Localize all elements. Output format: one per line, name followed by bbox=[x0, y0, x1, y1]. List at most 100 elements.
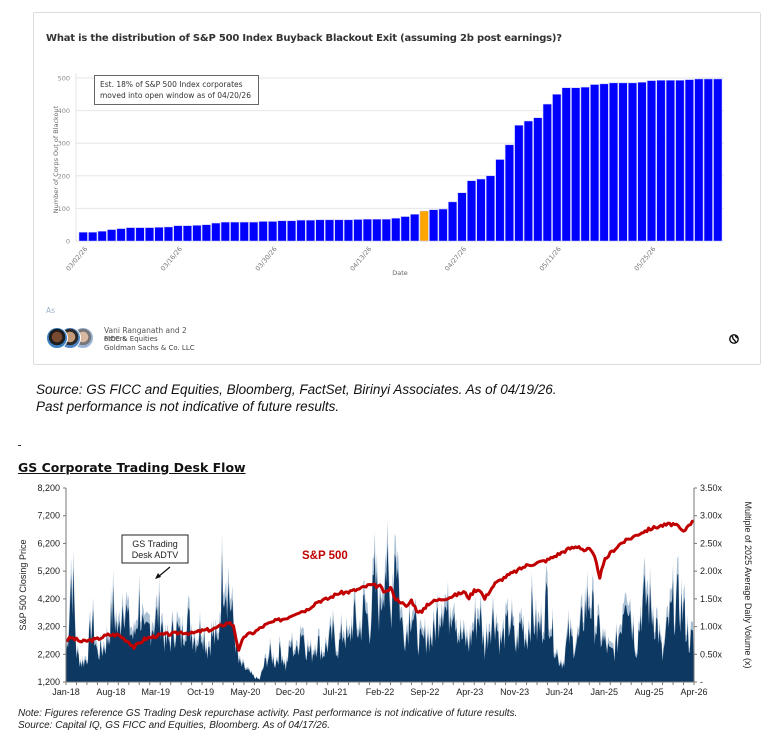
bar bbox=[116, 228, 126, 242]
x-tick-label: Jan-25 bbox=[591, 687, 619, 697]
chart-title: What is the distribution of S&P 500 Inde… bbox=[46, 33, 562, 44]
adtv-annotation-line-2: Desk ADTV bbox=[132, 550, 179, 560]
x-tick-label: 05/25/26 bbox=[633, 245, 658, 273]
source-line-1: Source: GS FICC and Equities, Bloomberg,… bbox=[36, 382, 557, 397]
source-note: Source: GS FICC and Equities, Bloomberg,… bbox=[36, 381, 557, 415]
y-tick-label: 2,200 bbox=[37, 649, 60, 659]
bar bbox=[296, 219, 306, 242]
bar bbox=[410, 214, 420, 242]
y-tick-label: 500 bbox=[58, 75, 70, 83]
bar bbox=[467, 180, 477, 242]
as-label: As bbox=[46, 306, 56, 315]
bar bbox=[324, 219, 334, 242]
x-tick-label: 04/13/26 bbox=[348, 245, 373, 273]
bar bbox=[485, 175, 495, 242]
y-axis-label: S&P 500 Closing Price bbox=[18, 540, 28, 631]
y2-tick-label: 3.00x bbox=[700, 511, 723, 521]
bar bbox=[277, 220, 287, 242]
x-tick-label: Nov-23 bbox=[500, 687, 529, 697]
bar bbox=[552, 94, 562, 242]
x-tick-label: Apr-23 bbox=[456, 687, 483, 697]
y2-tick-label: 1.00x bbox=[700, 622, 723, 632]
annotation-line-2: moved into open window as of 04/20/26 bbox=[100, 91, 251, 100]
bar bbox=[343, 219, 353, 242]
bar bbox=[665, 80, 675, 242]
bar bbox=[713, 78, 723, 242]
bar bbox=[504, 144, 514, 242]
bar bbox=[609, 82, 619, 242]
x-axis-label: Date bbox=[392, 269, 408, 277]
chart-annotation: Est. 18% of S&P 500 Index corporates mov… bbox=[94, 75, 259, 105]
bar bbox=[258, 221, 268, 242]
bar bbox=[599, 83, 609, 242]
bar bbox=[145, 227, 155, 242]
sp500-line bbox=[65, 519, 695, 652]
bar bbox=[495, 159, 505, 242]
bar bbox=[97, 230, 107, 242]
y2-tick-label: 0.50x bbox=[700, 649, 723, 659]
bar bbox=[580, 86, 590, 242]
adtv-annotation-line-1: GS Trading bbox=[132, 539, 178, 549]
y-tick-label: 4,200 bbox=[37, 594, 60, 604]
y2-tick-label: 3.50x bbox=[700, 483, 723, 493]
x-tick-label: Oct-19 bbox=[187, 687, 214, 697]
bar bbox=[334, 219, 344, 242]
bar bbox=[656, 80, 666, 242]
highlight-bar bbox=[419, 210, 429, 242]
bar bbox=[628, 82, 638, 242]
x-tick-label: Apr-26 bbox=[680, 687, 707, 697]
bar bbox=[684, 79, 694, 242]
y-tick-label: 8,200 bbox=[37, 483, 60, 493]
y-tick-label: 6,200 bbox=[37, 538, 60, 548]
x-tick-label: Mar-19 bbox=[141, 687, 170, 697]
bar bbox=[561, 87, 571, 242]
adtv-annotation-box bbox=[121, 534, 189, 564]
author-info: Vani Ranganath and 2 others FICC & Equit… bbox=[104, 326, 195, 353]
y2-tick-label: - bbox=[700, 677, 703, 687]
author-company: Goldman Sachs & Co. LLC bbox=[104, 344, 195, 352]
bar bbox=[362, 218, 372, 242]
bar bbox=[220, 221, 230, 242]
bar bbox=[618, 82, 628, 242]
x-tick-label: Feb-22 bbox=[366, 687, 395, 697]
bar bbox=[694, 78, 704, 242]
bar-chart: 0 100 200 300 400 500 03/02/26 03/16/26 03/30/26… bbox=[52, 73, 724, 277]
bar bbox=[287, 220, 297, 242]
bar bbox=[126, 227, 136, 242]
annotation-arrowhead bbox=[155, 573, 161, 579]
bar bbox=[448, 201, 458, 242]
x-tick-label: 05/11/26 bbox=[538, 245, 563, 273]
avatar[interactable] bbox=[46, 327, 68, 349]
author-name[interactable]: Vani Ranganath and 2 bbox=[104, 326, 187, 335]
x-tick-label: Dec-20 bbox=[276, 687, 305, 697]
bar bbox=[571, 87, 581, 242]
bar bbox=[249, 221, 259, 242]
chart-card: What is the distribution of S&P 500 Inde… bbox=[33, 12, 761, 365]
y-tick-label: 400 bbox=[58, 107, 70, 115]
bar bbox=[88, 231, 98, 242]
bar bbox=[107, 229, 117, 242]
bar bbox=[239, 221, 249, 242]
bar bbox=[476, 178, 486, 242]
bar bbox=[637, 81, 647, 242]
bar bbox=[315, 219, 325, 242]
x-tick-label: Jun-24 bbox=[546, 687, 574, 697]
source-line-2: Past performance is not indicative of fu… bbox=[36, 399, 340, 414]
bar bbox=[542, 103, 552, 242]
x-tick-label: Jan-18 bbox=[52, 687, 80, 697]
bar bbox=[163, 226, 173, 242]
bar bbox=[192, 225, 202, 242]
y-tick-label: 300 bbox=[58, 140, 70, 148]
y2-tick-label: 1.50x bbox=[700, 594, 723, 604]
y2-tick-label: 2.00x bbox=[700, 566, 723, 576]
author-avatars[interactable] bbox=[46, 327, 98, 351]
adtv-area bbox=[66, 543, 694, 682]
bar bbox=[182, 225, 192, 242]
annotation-arrow bbox=[157, 566, 171, 578]
globe-icon[interactable] bbox=[729, 334, 739, 344]
bar bbox=[646, 80, 656, 242]
y-tick-label: 5,200 bbox=[37, 566, 60, 576]
sp500-label: S&P 500 bbox=[302, 550, 348, 562]
bar bbox=[703, 78, 713, 242]
bar bbox=[201, 224, 211, 242]
